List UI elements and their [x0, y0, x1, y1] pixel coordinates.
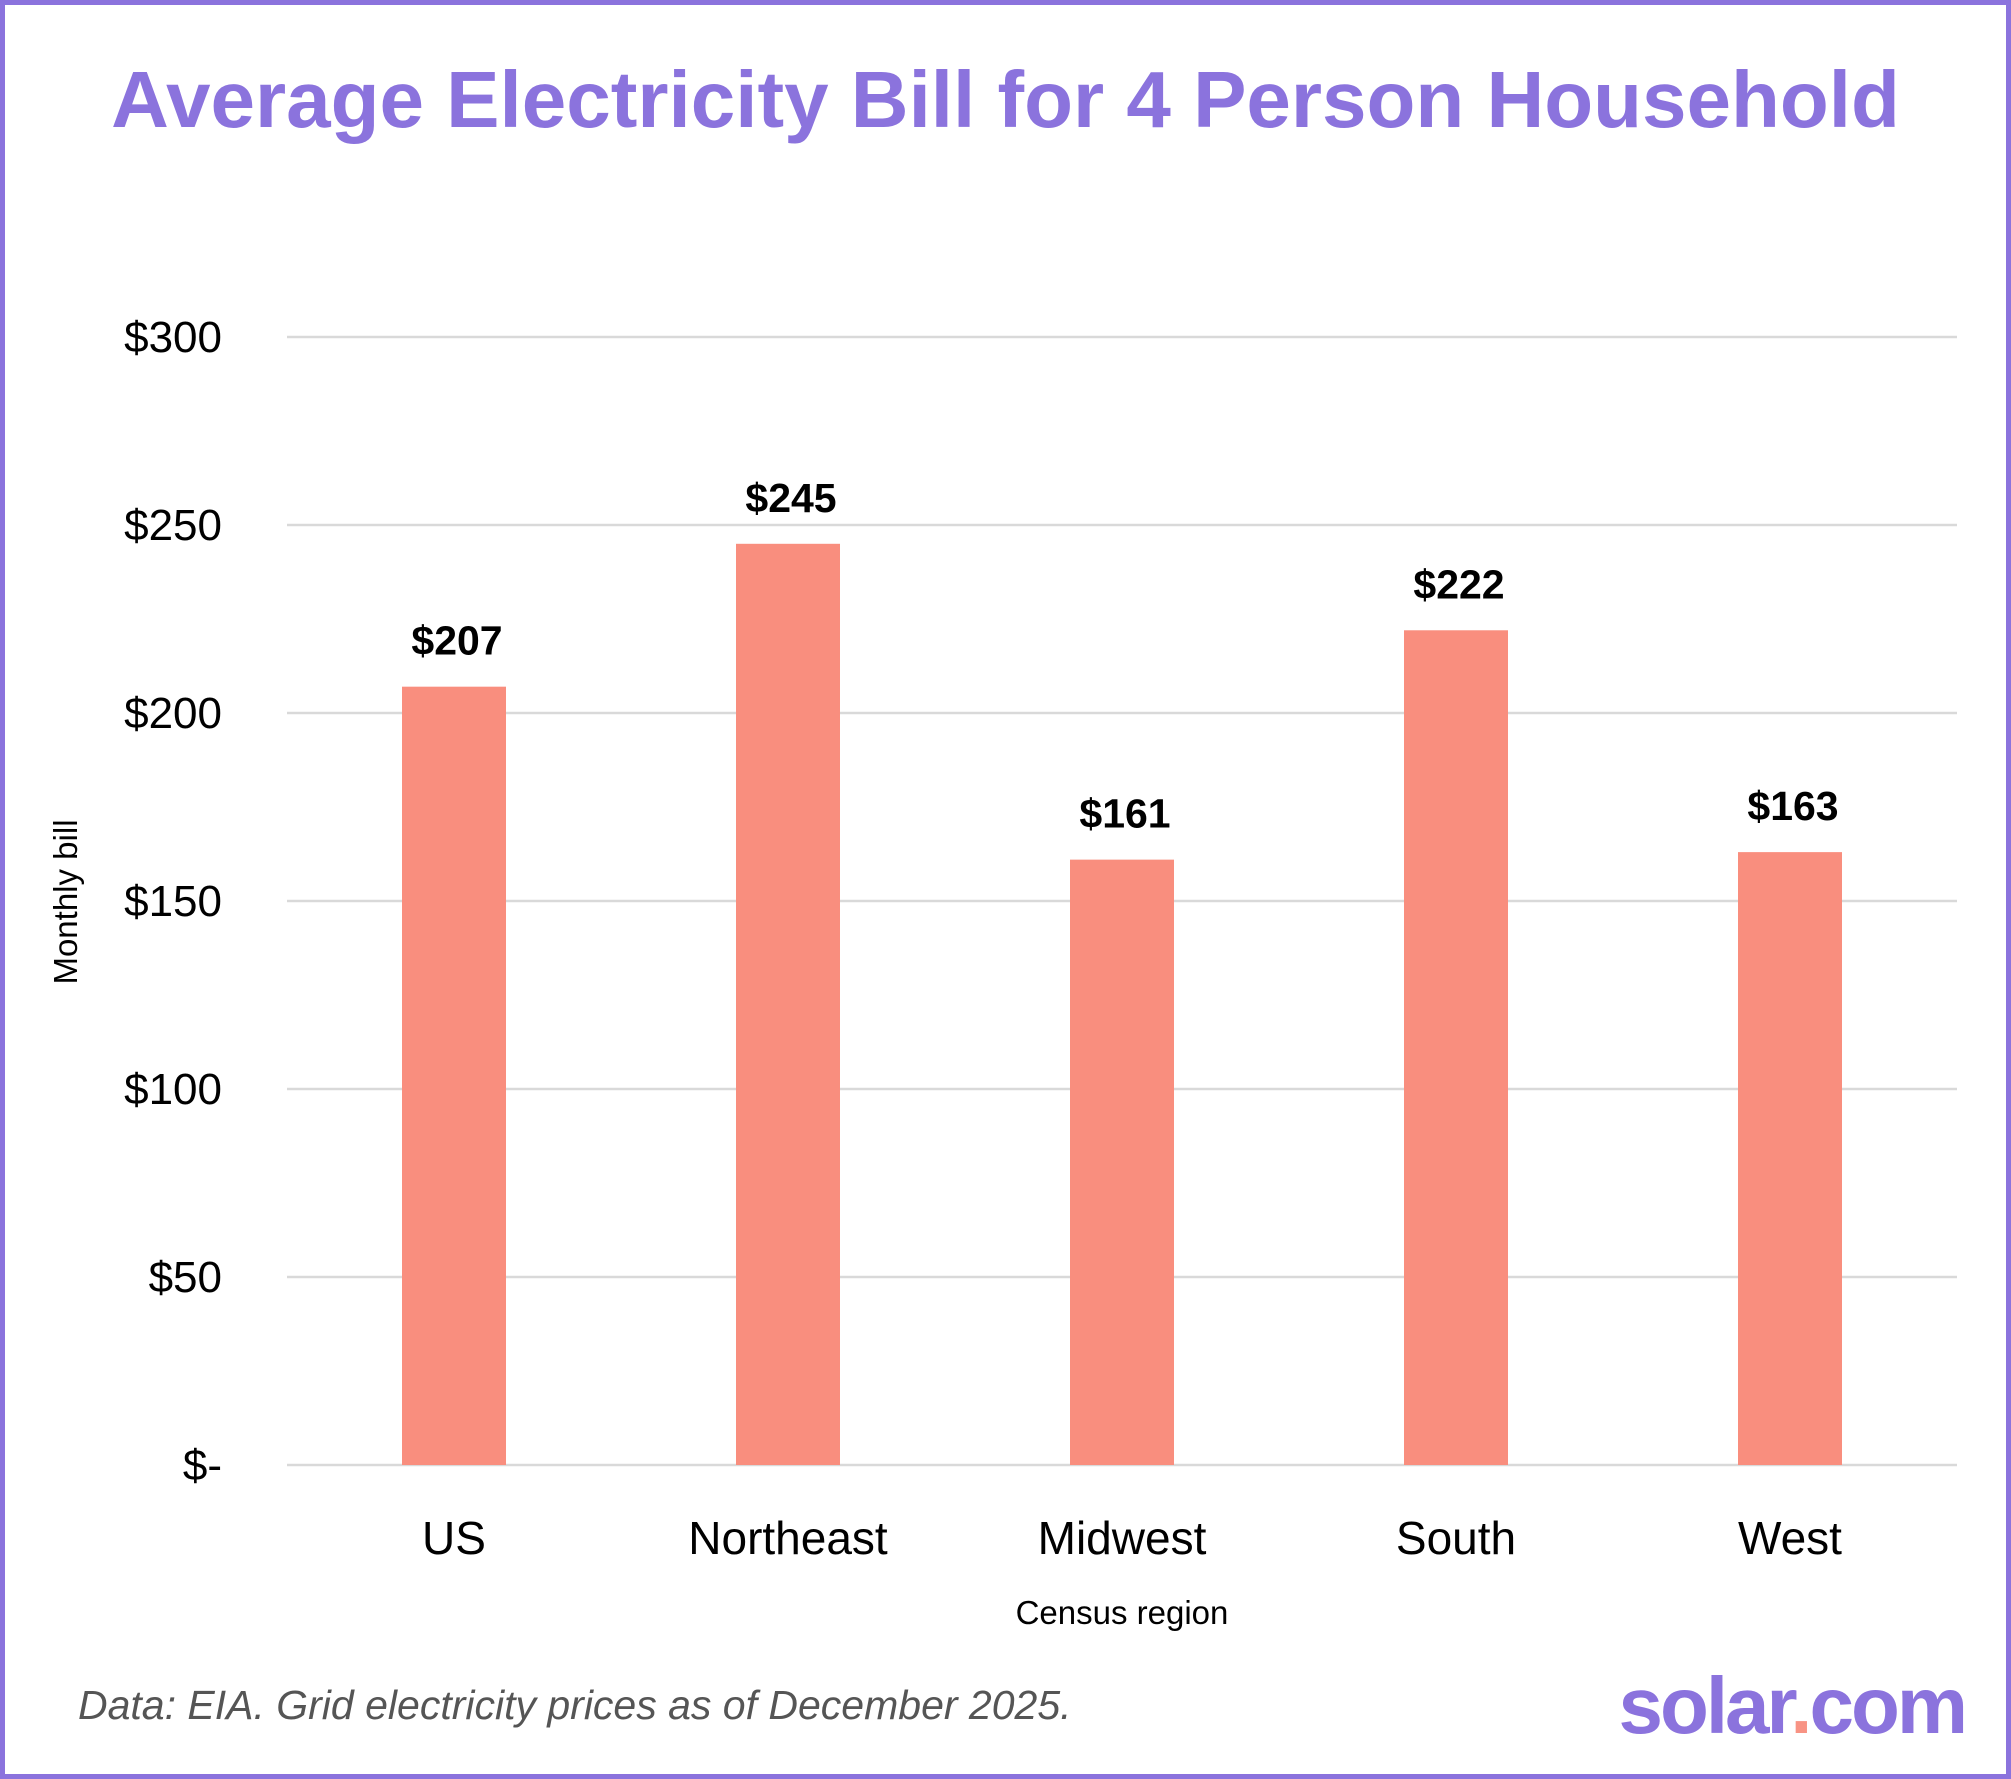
bar-south — [1404, 630, 1508, 1465]
y-axis-title: Monthly bill — [47, 819, 84, 984]
solar-com-logo: solar.com — [1618, 1661, 1968, 1750]
y-tick-label: $250 — [124, 501, 222, 550]
x-tick-label: US — [422, 1512, 486, 1564]
data-label: $207 — [411, 618, 502, 664]
chart-title: Average Electricity Bill for 4 Person Ho… — [111, 55, 1900, 144]
x-tick-label: South — [1396, 1512, 1516, 1564]
data-label: $245 — [745, 475, 836, 521]
bar-west — [1738, 852, 1842, 1465]
y-tick-label: $150 — [124, 877, 222, 926]
y-tick-label: $300 — [124, 313, 222, 362]
bar-midwest — [1070, 859, 1174, 1465]
bar-northeast — [736, 543, 840, 1465]
x-axis-title: Census region — [1016, 1594, 1229, 1631]
data-label: $222 — [1413, 561, 1504, 607]
y-tick-label: $100 — [124, 1065, 222, 1114]
x-tick-label: Northeast — [688, 1512, 888, 1564]
footnote: Data: EIA. Grid electricity prices as of… — [78, 1682, 1072, 1728]
x-tick-label: Midwest — [1038, 1512, 1207, 1564]
bar-us — [402, 686, 506, 1465]
y-tick-label: $200 — [124, 689, 222, 738]
data-label: $163 — [1747, 783, 1838, 829]
x-tick-label: West — [1738, 1512, 1842, 1564]
y-tick-label: $- — [183, 1441, 222, 1490]
y-tick-label: $50 — [149, 1253, 222, 1302]
data-label: $161 — [1079, 791, 1170, 837]
